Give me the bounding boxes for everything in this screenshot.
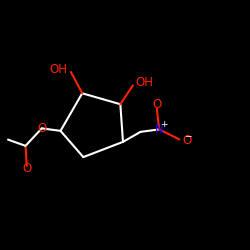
Text: OH: OH [49, 62, 67, 76]
Text: O: O [37, 122, 46, 135]
Text: O: O [152, 98, 161, 112]
Text: +: + [160, 120, 168, 129]
Text: OH: OH [135, 76, 153, 89]
Text: −: − [184, 132, 191, 140]
Text: O: O [182, 134, 192, 146]
Text: O: O [22, 162, 32, 175]
Text: N: N [155, 123, 164, 136]
